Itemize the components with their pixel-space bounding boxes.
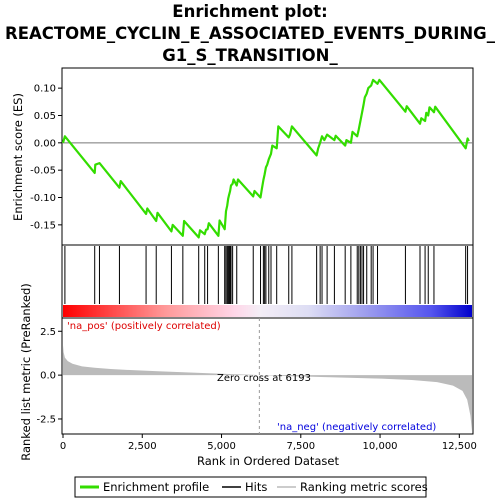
es-panel-frame	[61, 67, 474, 246]
metric-y-tick-label: 0.0	[40, 371, 56, 382]
es-y-ticks: -0.15 -0.10 -0.05 0.00 0.05 0.10	[30, 84, 62, 231]
x-tick-label: 7,500	[286, 441, 315, 452]
es-panel: -0.15 -0.10 -0.05 0.00 0.05 0.10 Enrichment s…	[11, 67, 474, 246]
zero-cross-text: Zero cross at 6193	[217, 373, 311, 384]
x-tick-label: 10,000	[363, 441, 398, 452]
x-ticks: 0 2,500 5,000 7,500 10,000 12,500	[60, 434, 477, 452]
x-tick-label: 2,500	[128, 441, 157, 452]
chart-title-line-3: G1_S_TRANSITION_	[162, 46, 338, 65]
hit-markers	[64, 246, 469, 304]
metric-y-ticks: -2.5 0.0 2.5	[36, 327, 62, 425]
es-y-tick-label: 0.00	[34, 138, 56, 149]
es-y-tick-label: -0.15	[30, 220, 56, 231]
metric-y-tick-label: 2.5	[40, 327, 56, 338]
chart-title-line-2: REACTOME_CYCLIN_E_ASSOCIATED_EVENTS_DURI…	[5, 24, 496, 43]
legend-metric-label: Ranking metric scores	[300, 480, 428, 494]
es-y-tick-label: 0.05	[34, 111, 56, 122]
x-tick-label: 5,000	[207, 441, 236, 452]
es-y-tick-label: 0.10	[34, 84, 56, 95]
neg-correlated-label: 'na_neg' (negatively correlated)	[277, 422, 436, 433]
legend-hits-label: Hits	[245, 480, 267, 494]
legend: Enrichment profile Hits Ranking metric s…	[74, 476, 428, 498]
x-axis-label: Rank in Ordered Dataset	[197, 454, 340, 468]
chart-title-line-1: Enrichment plot:	[172, 2, 327, 21]
metric-y-axis-label: Ranked list metric (PreRanked)	[19, 283, 33, 461]
x-tick-label: 0	[60, 441, 66, 452]
es-y-tick-label: -0.10	[30, 193, 56, 204]
es-y-axis-label: Enrichment score (ES)	[11, 93, 25, 221]
hits-panel	[61, 244, 474, 319]
enrichment-profile-line	[61, 78, 470, 239]
metric-panel: -2.50.02.5 0 2,500 5,000 7,500 10,000 12,500 …	[19, 283, 477, 468]
legend-frame	[74, 476, 427, 498]
x-tick-label: 12,500	[442, 441, 477, 452]
rank-color-bar	[63, 305, 472, 317]
es-y-tick-label: -0.05	[30, 166, 56, 177]
metric-y-tick-label: -2.5	[36, 414, 56, 425]
pos-correlated-label: 'na_pos' (positively correlated)	[67, 321, 221, 332]
legend-enrichment-label: Enrichment profile	[103, 480, 209, 494]
